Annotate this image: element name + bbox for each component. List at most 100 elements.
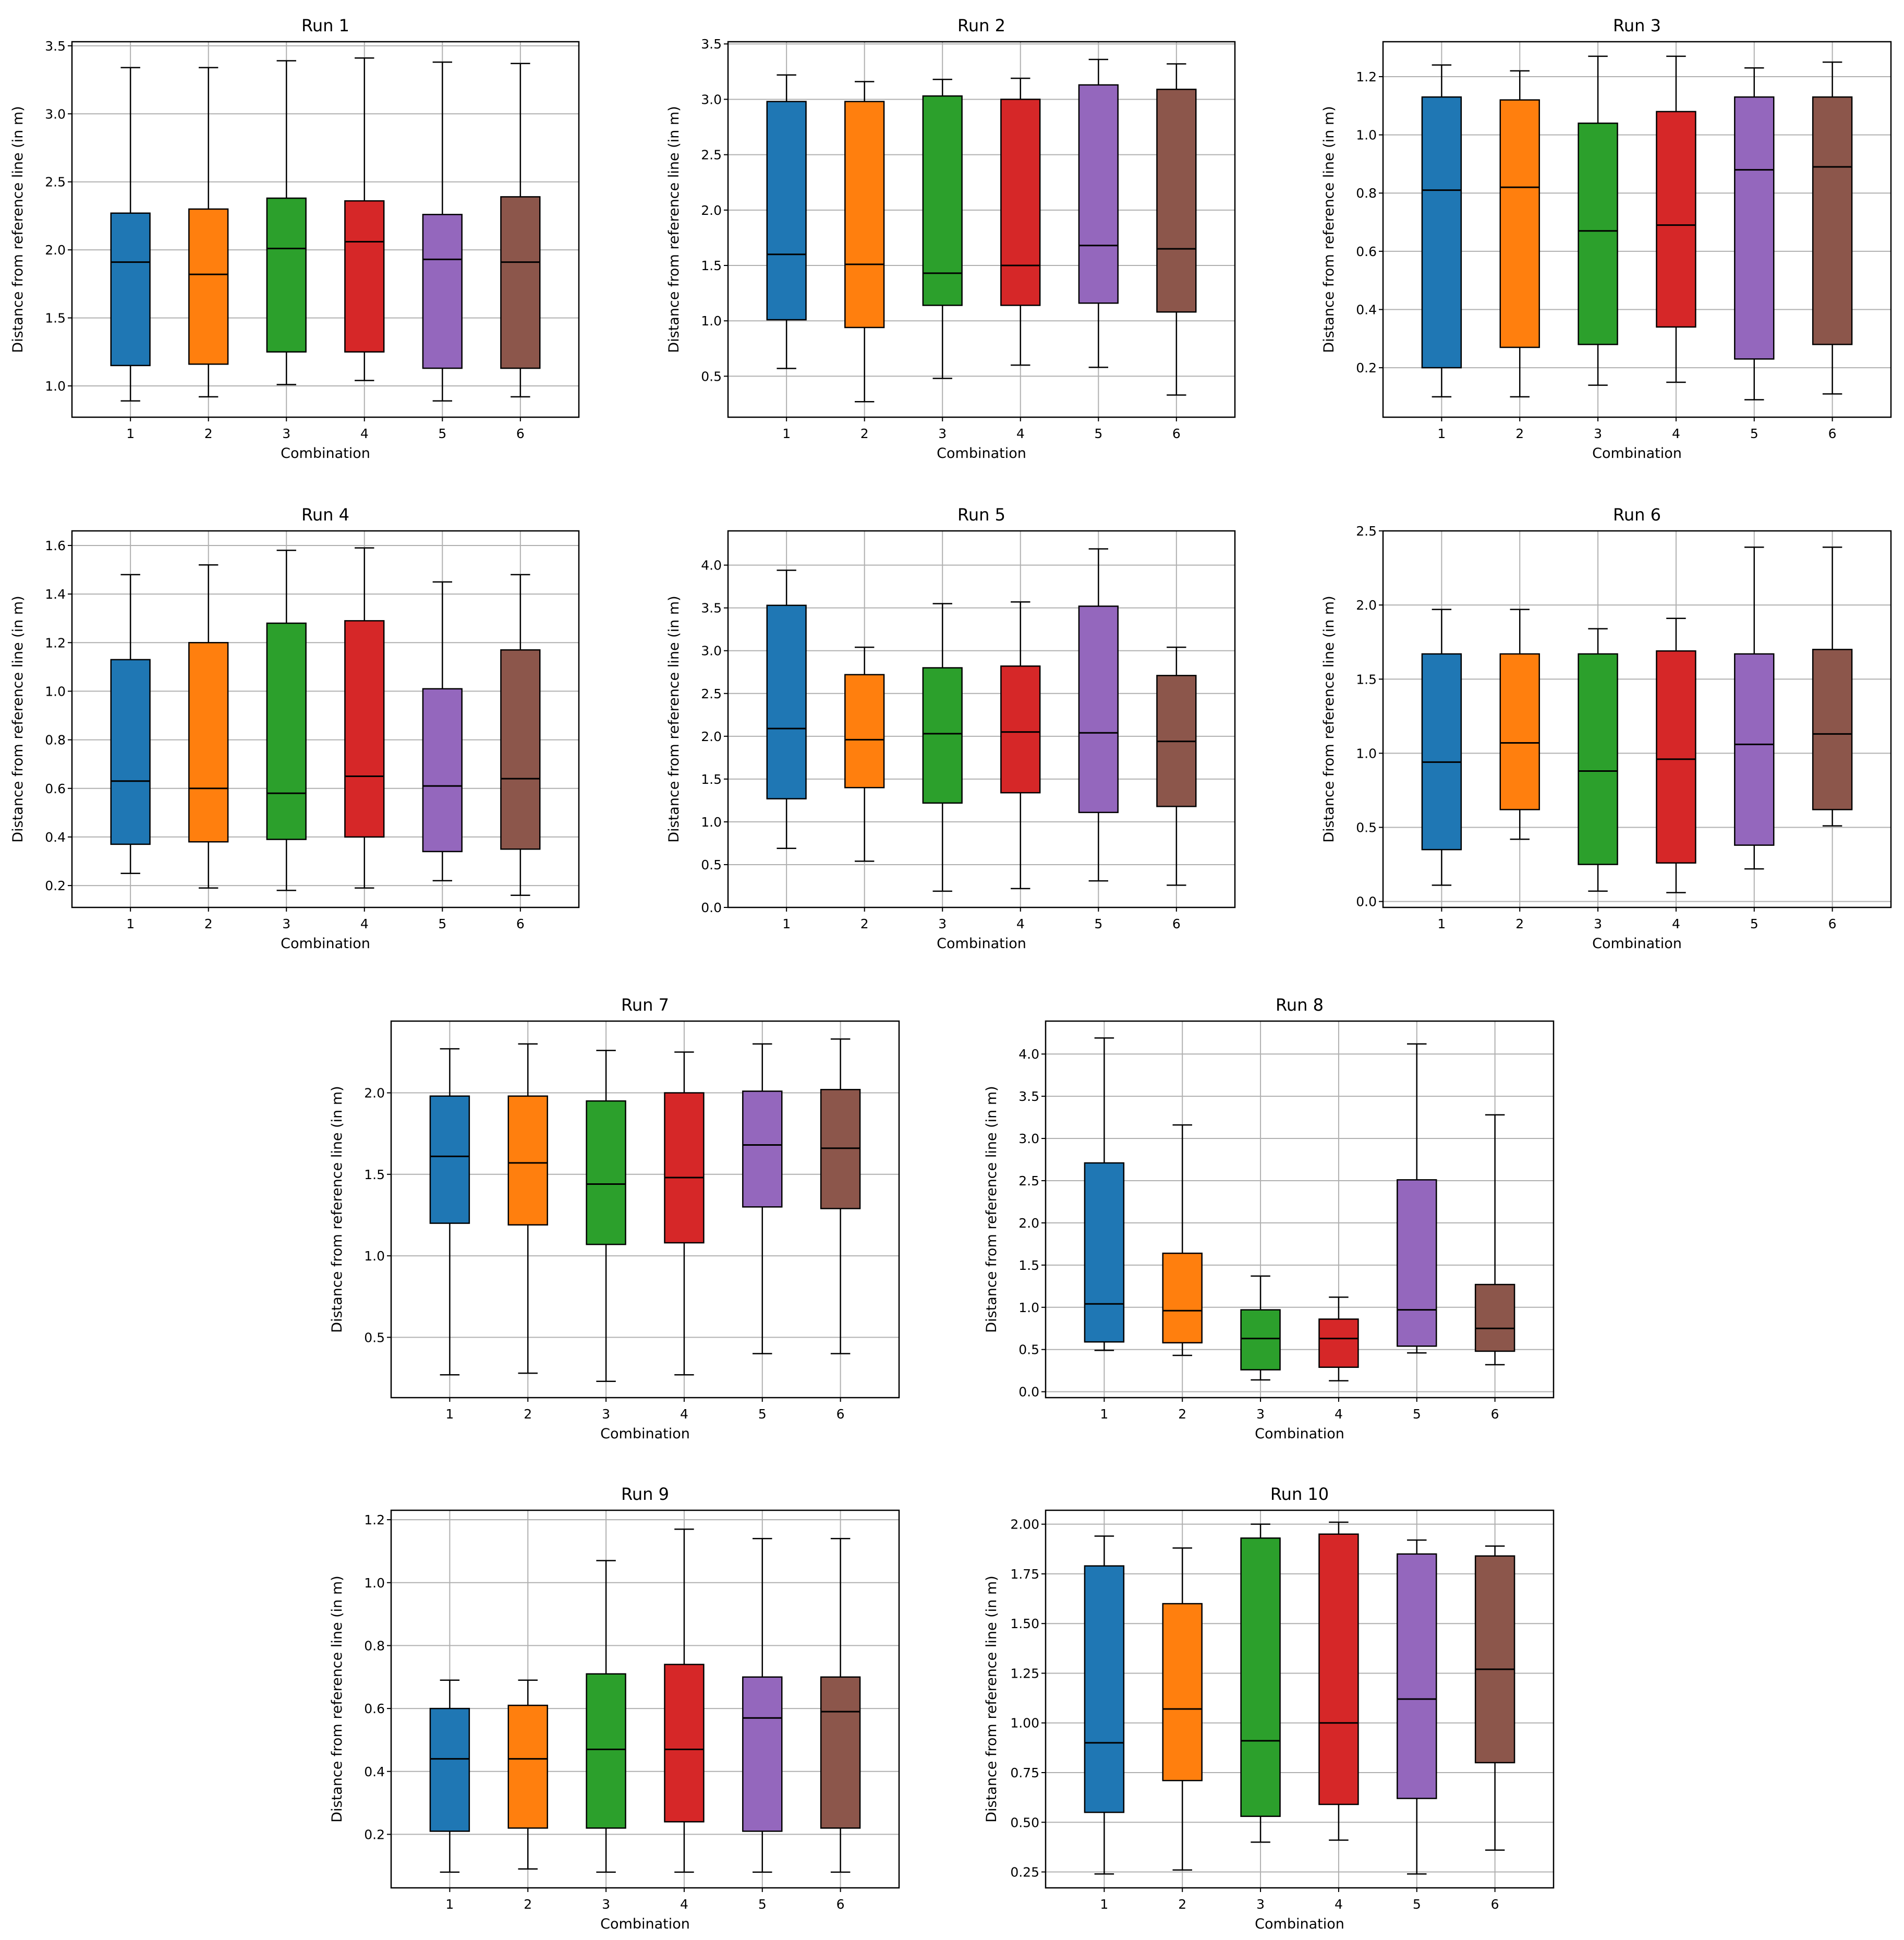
x-tick-label: 3 bbox=[602, 1897, 610, 1912]
chart-run-8: 0.0 0.5 1.0 1.5 2.0 2.5 3.0 3.5 4.0 1 2 3 4 5 6 Run 8 Co… bbox=[984, 995, 1555, 1442]
x-tick-label: 4 bbox=[1335, 1897, 1343, 1912]
plot-area bbox=[72, 42, 579, 417]
chart-run-3: 0.2 0.4 0.6 0.8 1.0 1.2 1 2 3 4 5 6 Run 3 Combination… bbox=[1321, 16, 1892, 462]
iqr-box bbox=[1084, 1162, 1125, 1343]
box-combination-4 bbox=[1656, 55, 1696, 383]
box-combination-5 bbox=[1078, 548, 1119, 882]
box-combination-3 bbox=[922, 78, 963, 379]
chart-title: Run 4 bbox=[301, 505, 349, 525]
iqr-box bbox=[1000, 99, 1041, 306]
iqr-box bbox=[1812, 96, 1853, 345]
iqr-box bbox=[664, 1092, 705, 1244]
y-axis-label: Distance from reference line (in m) bbox=[10, 596, 26, 842]
x-tick-label: 2 bbox=[524, 1897, 532, 1912]
y-tick-label: 0.0 bbox=[701, 900, 722, 915]
iqr-box bbox=[110, 659, 151, 845]
y-tick-label: 0.50 bbox=[1010, 1815, 1039, 1830]
y-tick-label: 0.6 bbox=[45, 781, 66, 796]
iqr-box bbox=[664, 1664, 705, 1823]
y-tick-label: 0.4 bbox=[45, 830, 66, 845]
iqr-box bbox=[766, 101, 807, 321]
x-tick-label: 1 bbox=[1437, 916, 1446, 931]
iqr-box bbox=[344, 200, 385, 353]
x-tick-label: 6 bbox=[516, 916, 525, 931]
plot-area bbox=[391, 1510, 899, 1888]
y-tick-label: 0.2 bbox=[1356, 360, 1377, 375]
iqr-box bbox=[110, 212, 151, 367]
y-tick-label: 1.00 bbox=[1010, 1716, 1039, 1731]
y-tick-label: 3.5 bbox=[1018, 1089, 1039, 1104]
iqr-box bbox=[1318, 1318, 1359, 1368]
box-combination-5 bbox=[1397, 1043, 1437, 1354]
x-tick-label: 6 bbox=[1491, 1897, 1499, 1912]
x-tick-label: 6 bbox=[836, 1897, 845, 1912]
iqr-box bbox=[500, 649, 541, 850]
y-tick-label: 1.25 bbox=[1010, 1666, 1039, 1681]
y-tick-label: 3.5 bbox=[701, 37, 722, 52]
x-axis-label: Combination bbox=[1255, 1426, 1344, 1442]
axes-frame bbox=[727, 530, 1236, 908]
x-tick-label: 2 bbox=[1178, 1406, 1186, 1422]
plot-area bbox=[1046, 1510, 1554, 1888]
x-tick-label: 1 bbox=[126, 916, 135, 931]
chart-title: Run 2 bbox=[957, 16, 1005, 35]
y-axis-label: Distance from reference line (in m) bbox=[10, 106, 26, 353]
x-tick-label: 3 bbox=[938, 426, 947, 441]
y-tick-label: 4.0 bbox=[1018, 1047, 1039, 1062]
chart-run-10: 0.25 0.50 0.75 1.00 1.25 1.50 1.75 2.00 1 2 3 4 5 6 Ru… bbox=[984, 1484, 1555, 1932]
chart-run-2: 0.5 1.0 1.5 2.0 2.5 3.0 3.5 1 2 3 4 5 6 Run 2 Combinat… bbox=[666, 16, 1236, 462]
iqr-box bbox=[1000, 665, 1041, 794]
y-tick-label: 3.0 bbox=[701, 644, 722, 659]
chart-title: Run 10 bbox=[1270, 1484, 1329, 1504]
y-tick-label: 1.0 bbox=[1356, 746, 1377, 761]
x-tick-label: 6 bbox=[1828, 426, 1837, 441]
box-combination-5 bbox=[1734, 547, 1775, 870]
x-tick-label: 1 bbox=[1100, 1406, 1108, 1422]
iqr-box bbox=[1162, 1252, 1203, 1344]
y-tick-label: 2.5 bbox=[1018, 1173, 1039, 1189]
iqr-box bbox=[266, 197, 307, 353]
iqr-box bbox=[922, 95, 963, 306]
y-tick-label: 1.5 bbox=[45, 311, 66, 326]
iqr-box bbox=[742, 1676, 783, 1832]
x-tick-label: 5 bbox=[1413, 1406, 1421, 1422]
x-tick-label: 6 bbox=[836, 1406, 845, 1422]
x-tick-label: 4 bbox=[1672, 426, 1680, 441]
box-combination-2 bbox=[1499, 609, 1540, 840]
x-tick-label: 6 bbox=[516, 426, 525, 441]
box-combination-6 bbox=[1812, 547, 1853, 827]
y-tick-label: 1.5 bbox=[1356, 672, 1377, 687]
box-combination-1 bbox=[766, 569, 807, 850]
box-combination-5 bbox=[1397, 1539, 1437, 1875]
y-axis-label: Distance from reference line (in m) bbox=[329, 1086, 345, 1332]
iqr-box bbox=[1474, 1283, 1515, 1352]
iqr-box bbox=[422, 214, 463, 369]
iqr-box bbox=[1397, 1179, 1437, 1347]
box-combination-3 bbox=[586, 1560, 626, 1873]
y-tick-label: 1.0 bbox=[701, 313, 722, 329]
y-tick-label: 2.0 bbox=[1018, 1216, 1039, 1231]
iqr-box bbox=[1156, 89, 1197, 313]
axes-frame bbox=[1382, 530, 1892, 908]
x-axis-label: Combination bbox=[281, 445, 370, 462]
x-tick-label: 5 bbox=[1750, 426, 1759, 441]
box-combination-3 bbox=[586, 1050, 626, 1382]
iqr-box bbox=[429, 1707, 470, 1832]
box-combination-2 bbox=[1162, 1547, 1203, 1871]
box-combination-4 bbox=[1000, 601, 1041, 890]
y-tick-label: 0.75 bbox=[1010, 1765, 1039, 1780]
y-tick-label: 0.5 bbox=[701, 857, 722, 872]
x-tick-label: 4 bbox=[1672, 916, 1680, 931]
y-tick-label: 0.5 bbox=[1356, 820, 1377, 835]
box-combination-2 bbox=[188, 67, 229, 398]
x-tick-label: 4 bbox=[680, 1406, 688, 1422]
y-tick-label: 0.8 bbox=[1356, 186, 1377, 201]
y-tick-label: 2.5 bbox=[1356, 524, 1377, 539]
iqr-box bbox=[742, 1090, 783, 1208]
y-axis-label: Distance from reference line (in m) bbox=[984, 1575, 1000, 1822]
x-tick-label: 5 bbox=[758, 1406, 767, 1422]
box-combination-2 bbox=[188, 564, 229, 889]
box-combination-5 bbox=[1734, 67, 1775, 401]
x-tick-label: 3 bbox=[1256, 1406, 1265, 1422]
